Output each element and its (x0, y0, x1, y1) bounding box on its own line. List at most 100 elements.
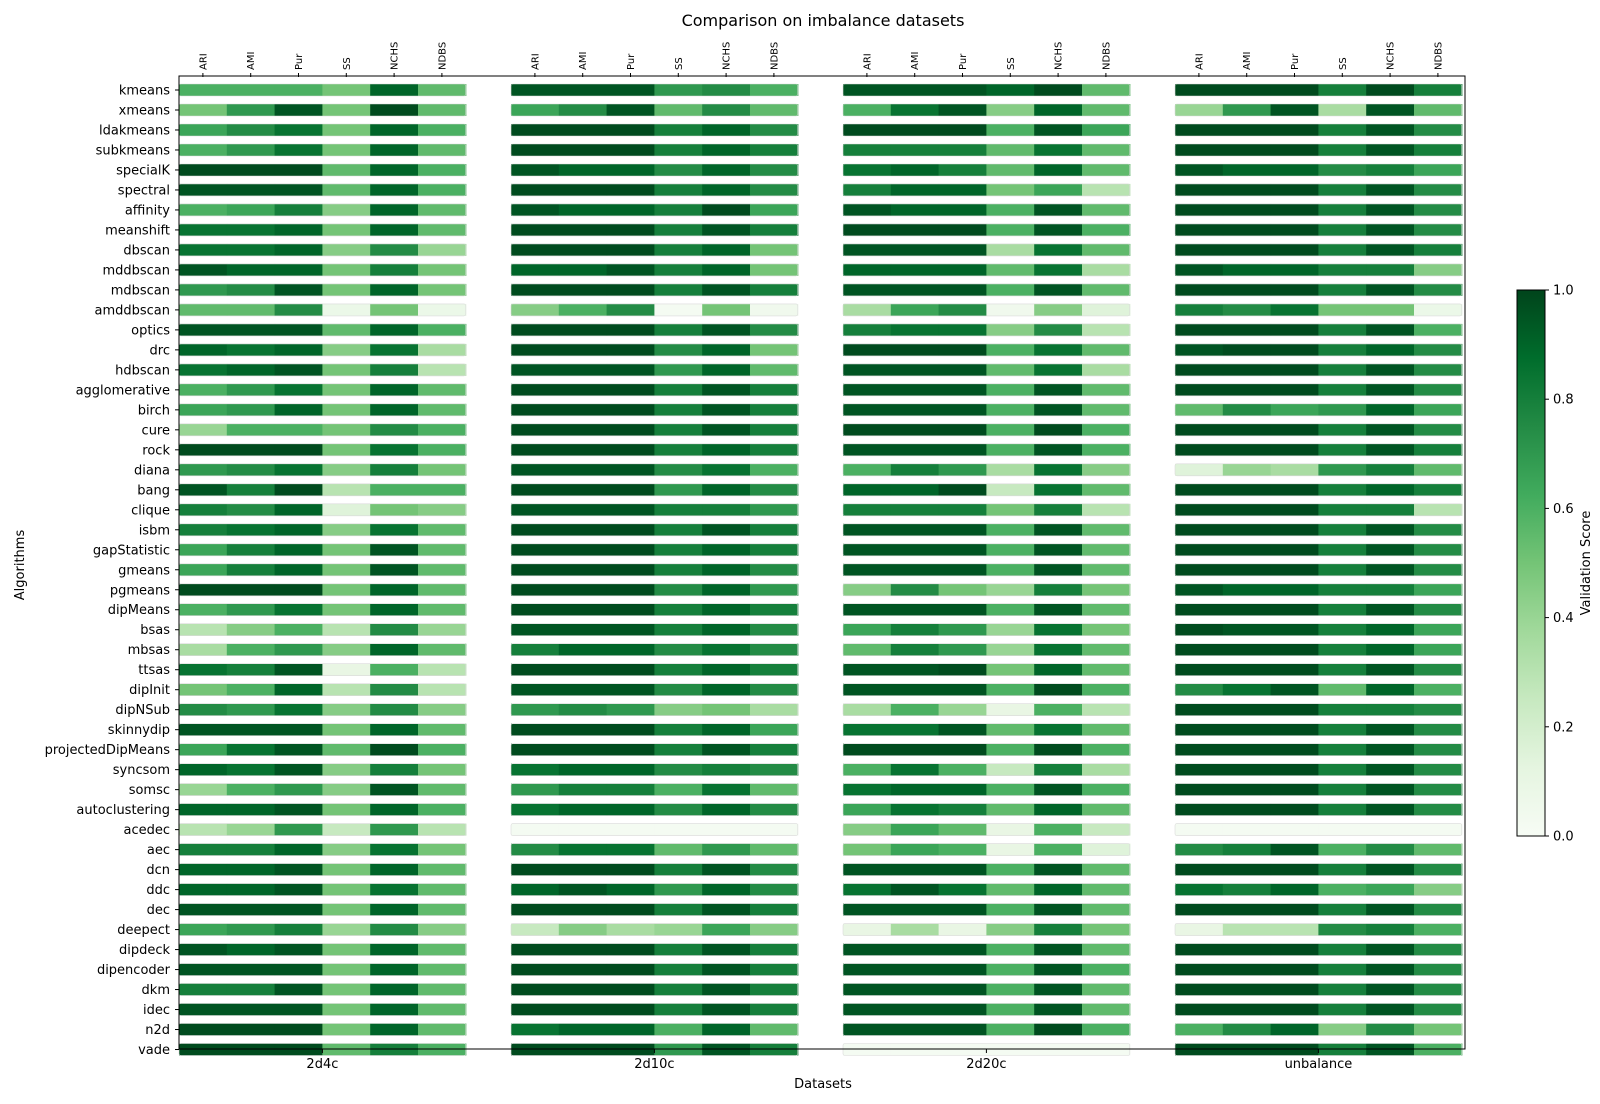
heatmap-row (178, 503, 467, 517)
heatmap-cell (1082, 463, 1131, 476)
heatmap-cell (179, 863, 228, 876)
heatmap-cell (322, 983, 371, 996)
heatmap-cell (1366, 943, 1415, 956)
heatmap-cell (274, 723, 323, 736)
heatmap-cell (1414, 583, 1463, 596)
heatmap-cell (558, 623, 608, 636)
heatmap-cell (986, 183, 1035, 196)
heatmap-cell (843, 1023, 892, 1036)
heatmap-cell (1222, 503, 1272, 516)
heatmap-row (842, 163, 1131, 177)
heatmap-cell (890, 843, 940, 856)
heatmap-cell (418, 683, 467, 696)
heatmap-cell (1175, 743, 1224, 756)
heatmap-cell (226, 263, 276, 276)
heatmap-cell (1318, 223, 1367, 236)
heatmap-cell (179, 963, 228, 976)
heatmap-cell (370, 963, 419, 976)
heatmap-cell (418, 263, 467, 276)
heatmap-cell (750, 843, 799, 856)
heatmap-cell (322, 104, 371, 116)
heatmap-cell (702, 84, 751, 96)
heatmap-cell (322, 523, 371, 536)
heatmap-row (178, 123, 467, 137)
heatmap-cell (1175, 463, 1224, 476)
heatmap-cell (1034, 803, 1083, 816)
heatmap-cell (418, 743, 467, 756)
heatmap-row-outline (1174, 423, 1463, 437)
heatmap-row (510, 503, 799, 517)
heatmap-row-outline (842, 583, 1131, 597)
heatmap-cell (274, 583, 323, 596)
heatmap-cell (843, 563, 892, 576)
heatmap-cell (370, 743, 419, 756)
algorithm-label: n2d (145, 1023, 170, 1038)
colorbar-tick-label: 0.6 (1553, 502, 1574, 517)
heatmap-cell (511, 323, 560, 336)
heatmap-row (510, 863, 799, 876)
heatmap-row (510, 563, 799, 577)
heatmap-cell (558, 603, 608, 616)
heatmap-cell (226, 843, 276, 856)
heatmap-cell (1366, 1023, 1415, 1036)
heatmap-row (1174, 1043, 1463, 1056)
heatmap-cell (654, 823, 703, 836)
heatmap-cell (606, 503, 655, 516)
heatmap-cell (1034, 603, 1083, 616)
heatmap-cell (558, 663, 608, 676)
heatmap-cell (511, 283, 560, 296)
heatmap-cell (1318, 124, 1367, 136)
heatmap-row-outline (842, 623, 1131, 637)
heatmap-cell (1366, 703, 1415, 716)
heatmap-cell (1318, 763, 1367, 776)
heatmap-cell (1034, 823, 1083, 836)
heatmap-cell (843, 303, 892, 316)
heatmap-cell (938, 183, 987, 196)
heatmap-row (178, 923, 467, 936)
algorithm-label: projectedDipMeans (45, 743, 171, 758)
heatmap-cell (1034, 943, 1083, 956)
heatmap-cell (986, 963, 1035, 976)
heatmap-cell (1414, 923, 1463, 936)
heatmap-cell (606, 243, 655, 256)
heatmap-cell (1082, 823, 1131, 836)
heatmap-cell (654, 104, 703, 116)
heatmap-cell (750, 243, 799, 256)
heatmap-cell (843, 623, 892, 636)
heatmap-cell (274, 104, 323, 116)
heatmap-cell (1034, 963, 1083, 976)
heatmap-cell (890, 183, 940, 196)
heatmap-cell (1175, 643, 1224, 656)
heatmap-cell (558, 683, 608, 696)
metric-label: ARI (530, 53, 541, 70)
heatmap-cell (890, 403, 940, 416)
heatmap-cell (511, 443, 560, 456)
heatmap-cell (938, 643, 987, 656)
heatmap-row (510, 443, 799, 457)
heatmap-cell (606, 683, 655, 696)
heatmap-cell (274, 183, 323, 196)
heatmap-cell (179, 263, 228, 276)
heatmap-cell (1366, 563, 1415, 576)
heatmap-cell (986, 563, 1035, 576)
heatmap-cell (1414, 1023, 1463, 1036)
heatmap-cell (1034, 923, 1083, 936)
metric-label: SS (674, 57, 685, 70)
heatmap-cell (179, 563, 228, 576)
heatmap-cell (1175, 503, 1224, 516)
heatmap-cell (654, 423, 703, 436)
heatmap-cell (1366, 343, 1415, 356)
heatmap-cell (654, 803, 703, 816)
heatmap-cell (558, 703, 608, 716)
heatmap-cell (322, 503, 371, 516)
heatmap-cell (370, 883, 419, 896)
heatmap-cell (1366, 983, 1415, 996)
heatmap-cell (418, 823, 467, 836)
heatmap-cell (702, 323, 751, 336)
heatmap-cell (1082, 703, 1131, 716)
heatmap-cell (1318, 943, 1367, 956)
heatmap-cell (750, 683, 799, 696)
heatmap-cell (274, 443, 323, 456)
heatmap-cell (1414, 543, 1463, 556)
heatmap-row (842, 203, 1131, 217)
